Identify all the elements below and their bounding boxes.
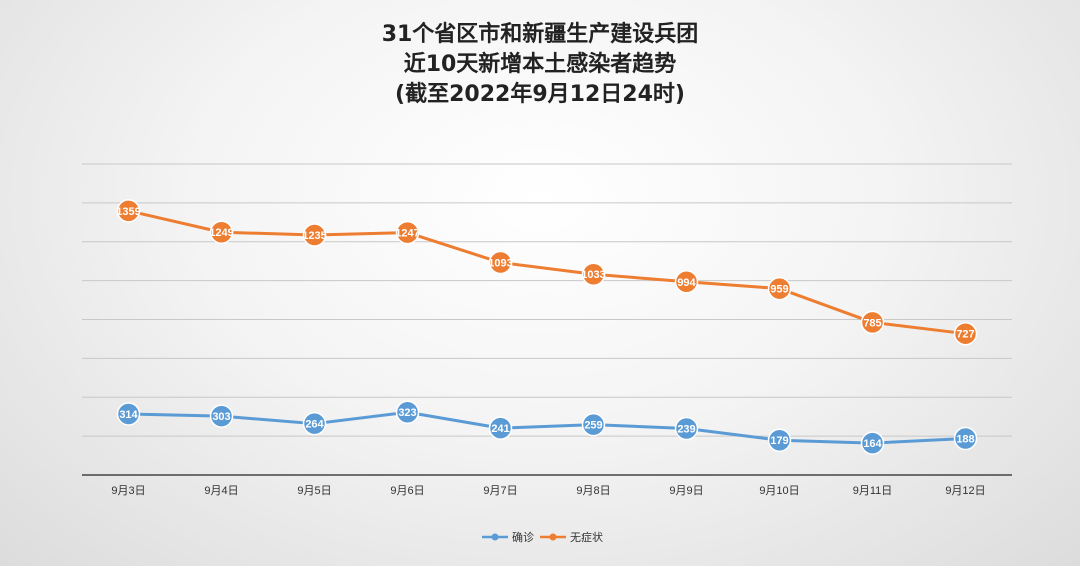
data-label: 179 (770, 435, 788, 447)
data-label: 264 (305, 419, 324, 431)
data-point (581, 262, 606, 286)
series-line-0 (128, 410, 966, 445)
data-point (395, 400, 420, 424)
data-point (209, 220, 234, 244)
x-tick-label: 9月4日 (204, 485, 238, 497)
data-label: 188 (956, 433, 974, 445)
data-label: 727 (956, 329, 974, 341)
data-label: 1033 (581, 269, 605, 281)
data-point (674, 416, 699, 441)
legend-marker-1 (549, 533, 557, 541)
data-point (302, 411, 327, 436)
x-tick-label: 9月9日 (669, 485, 703, 497)
data-point (953, 426, 978, 451)
x-tick-label: 9月3日 (111, 485, 145, 497)
data-point (116, 199, 141, 223)
data-label: 259 (584, 420, 602, 432)
data-point (860, 310, 885, 335)
data-point (860, 431, 885, 455)
data-label: 164 (863, 438, 882, 450)
data-label: 241 (491, 423, 509, 435)
data-point (488, 250, 513, 275)
data-label: 323 (398, 407, 416, 419)
chart-title-line-3: (截至2022年9月12日24时) (395, 82, 685, 107)
x-tick-label: 9月12日 (945, 485, 985, 497)
data-point (953, 321, 978, 346)
x-tick-label: 9月5日 (297, 485, 331, 497)
data-point (767, 276, 792, 301)
x-tick-label: 9月11日 (853, 485, 893, 497)
series-line-1 (128, 209, 966, 336)
data-label: 994 (677, 277, 696, 289)
data-point (674, 270, 699, 294)
data-label: 959 (770, 284, 788, 296)
data-point (581, 412, 606, 437)
data-label: 1235 (302, 230, 326, 242)
data-point (395, 220, 420, 245)
data-point (767, 428, 792, 452)
data-point (209, 404, 234, 428)
data-label: 1247 (395, 228, 419, 240)
data-point (116, 402, 141, 426)
x-tick-label: 9月6日 (390, 485, 424, 497)
data-point (488, 416, 513, 440)
data-label: 314 (119, 409, 138, 421)
data-label: 1359 (116, 206, 140, 218)
legend-label-1: 无症状 (570, 530, 603, 544)
x-tick-label: 9月7日 (483, 485, 517, 497)
data-label: 1093 (488, 258, 512, 270)
data-label: 239 (677, 424, 695, 436)
x-tick-label: 9月10日 (759, 485, 799, 497)
data-label: 785 (863, 317, 881, 329)
data-point (302, 223, 327, 247)
chart-title-line-1: 31个省区市和新疆生产建设兵团 (381, 22, 699, 47)
legend-label-0: 确诊 (512, 530, 534, 544)
chart-title-line-2: 近10天新增本土感染者趋势 (403, 52, 677, 77)
data-label: 303 (212, 411, 230, 423)
legend-marker-0 (491, 533, 499, 541)
data-label: 1249 (209, 227, 233, 239)
x-tick-label: 9月8日 (576, 485, 610, 497)
